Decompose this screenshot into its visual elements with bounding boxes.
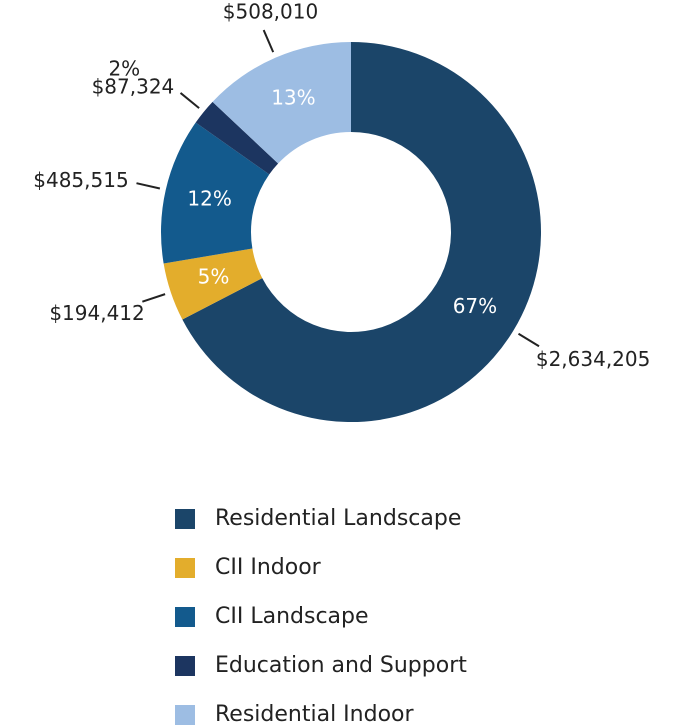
- legend-swatch: [175, 705, 195, 725]
- legend-label: CII Indoor: [215, 555, 322, 580]
- value-label: $87,324: [92, 74, 175, 98]
- legend-swatch: [175, 558, 195, 578]
- legend-swatch: [175, 607, 195, 627]
- leader-line: [262, 29, 275, 53]
- percent-label: 2%: [108, 56, 140, 80]
- leader-line: [136, 182, 161, 190]
- percent-label: 12%: [187, 186, 231, 210]
- value-label: $508,010: [223, 0, 318, 23]
- donut-slice: [161, 122, 270, 264]
- legend-label: Education and Support: [215, 653, 467, 678]
- donut-slice: [163, 248, 263, 320]
- donut-slice: [182, 42, 541, 422]
- donut-slice: [212, 42, 351, 164]
- legend-swatch: [175, 656, 195, 676]
- legend-swatch: [175, 509, 195, 529]
- legend-label: CII Landscape: [215, 604, 369, 629]
- percent-label: 5%: [198, 264, 230, 288]
- percent-label: 67%: [453, 294, 497, 318]
- value-label: $485,515: [33, 168, 128, 192]
- leader-line: [179, 92, 200, 109]
- leader-line: [142, 293, 166, 303]
- value-label: $2,634,205: [536, 347, 651, 371]
- leader-line: [517, 332, 540, 348]
- value-label: $194,412: [49, 301, 144, 325]
- legend-label: Residential Landscape: [215, 506, 461, 531]
- legend-label: Residential Indoor: [215, 702, 414, 727]
- donut-slice: [195, 101, 279, 175]
- percent-label: 13%: [271, 85, 315, 109]
